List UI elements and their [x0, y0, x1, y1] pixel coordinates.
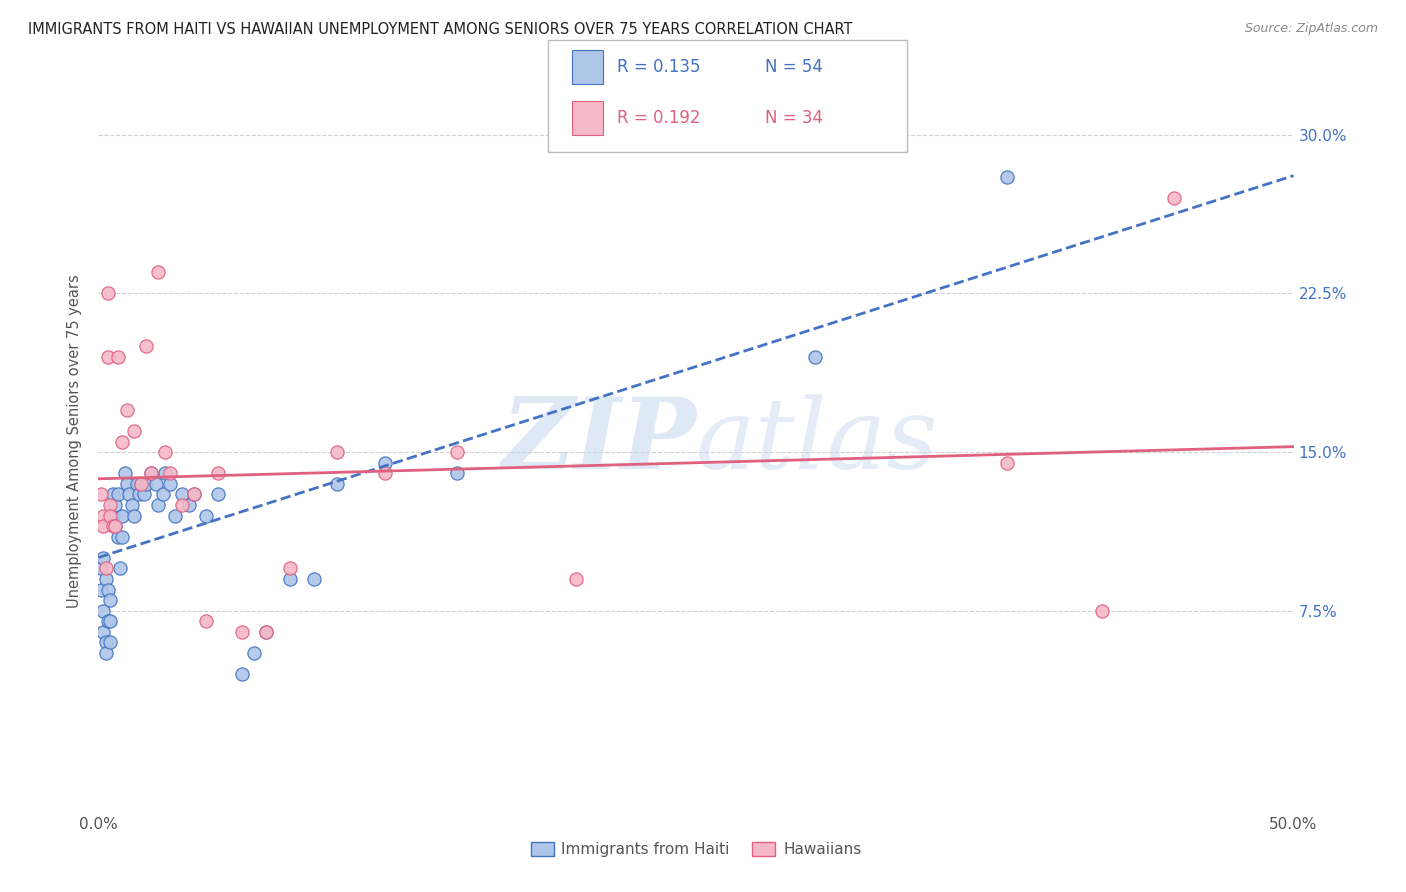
Text: R = 0.135: R = 0.135 [617, 58, 700, 76]
Point [98, 593, 122, 607]
Point [125, 476, 148, 491]
Point [1091, 604, 1114, 618]
Point [90, 561, 112, 575]
Point [101, 519, 124, 533]
Point [159, 467, 181, 481]
Point [94, 646, 117, 660]
Point [155, 445, 177, 459]
Point [97, 350, 120, 364]
Legend: Immigrants from Haiti, Hawaiians: Immigrants from Haiti, Hawaiians [524, 836, 868, 863]
Point [195, 615, 218, 629]
Point [231, 624, 253, 639]
Point [114, 467, 136, 481]
Point [254, 624, 277, 639]
Point [104, 519, 127, 533]
Point [124, 508, 146, 523]
Point [446, 467, 468, 481]
Point [104, 498, 127, 512]
Point [231, 667, 253, 681]
Point [101, 487, 124, 501]
Point [108, 561, 131, 575]
Text: N = 34: N = 34 [765, 110, 823, 128]
Point [91, 550, 114, 565]
Point [155, 467, 177, 481]
Point [995, 456, 1018, 470]
Text: R = 0.192: R = 0.192 [617, 110, 700, 128]
Point [118, 487, 141, 501]
Point [243, 646, 266, 660]
Point [374, 456, 396, 470]
Point [111, 530, 134, 544]
Text: N = 54: N = 54 [765, 58, 823, 76]
Point [995, 170, 1018, 185]
Point [135, 339, 157, 353]
Point [94, 572, 117, 586]
Point [107, 530, 129, 544]
Point [90, 582, 112, 597]
Point [159, 476, 181, 491]
Point [91, 508, 114, 523]
Point [207, 487, 229, 501]
Point [195, 508, 218, 523]
Point [565, 572, 588, 586]
Point [278, 572, 301, 586]
Point [131, 476, 153, 491]
Point [107, 487, 129, 501]
Point [446, 445, 468, 459]
Point [124, 424, 146, 438]
Text: IMMIGRANTS FROM HAITI VS HAWAIIAN UNEMPLOYMENT AMONG SENIORS OVER 75 YEARS CORRE: IMMIGRANTS FROM HAITI VS HAWAIIAN UNEMPL… [28, 22, 852, 37]
Point [148, 265, 170, 279]
Text: atlas: atlas [696, 394, 939, 489]
Point [101, 508, 124, 523]
Point [804, 350, 827, 364]
Point [1163, 191, 1185, 205]
Point [374, 467, 396, 481]
Point [98, 498, 122, 512]
Point [111, 508, 134, 523]
Point [121, 498, 143, 512]
Point [152, 487, 174, 501]
Point [135, 476, 157, 491]
Point [254, 624, 277, 639]
Point [207, 467, 229, 481]
Point [97, 286, 120, 301]
Point [107, 350, 129, 364]
Point [90, 487, 112, 501]
Point [183, 487, 205, 501]
Point [326, 445, 349, 459]
Y-axis label: Unemployment Among Seniors over 75 years: Unemployment Among Seniors over 75 years [67, 275, 83, 608]
Point [111, 434, 134, 449]
Point [326, 476, 349, 491]
Point [132, 487, 155, 501]
Point [278, 561, 301, 575]
Point [139, 467, 162, 481]
Point [97, 582, 120, 597]
Point [98, 508, 122, 523]
Point [115, 476, 138, 491]
Point [148, 498, 170, 512]
Point [172, 487, 194, 501]
Point [91, 519, 114, 533]
Point [302, 572, 325, 586]
Point [131, 476, 153, 491]
Point [98, 615, 122, 629]
Point [91, 624, 114, 639]
Point [145, 476, 167, 491]
Point [163, 508, 186, 523]
Point [91, 604, 114, 618]
Point [172, 498, 194, 512]
Point [139, 467, 162, 481]
Point [115, 402, 138, 417]
Point [104, 519, 127, 533]
Text: ZIP: ZIP [501, 393, 696, 490]
Text: Source: ZipAtlas.com: Source: ZipAtlas.com [1244, 22, 1378, 36]
Point [94, 635, 117, 649]
Point [98, 635, 122, 649]
Point [97, 615, 120, 629]
Point [179, 498, 201, 512]
Point [94, 561, 117, 575]
Point [128, 487, 150, 501]
Point [183, 487, 205, 501]
